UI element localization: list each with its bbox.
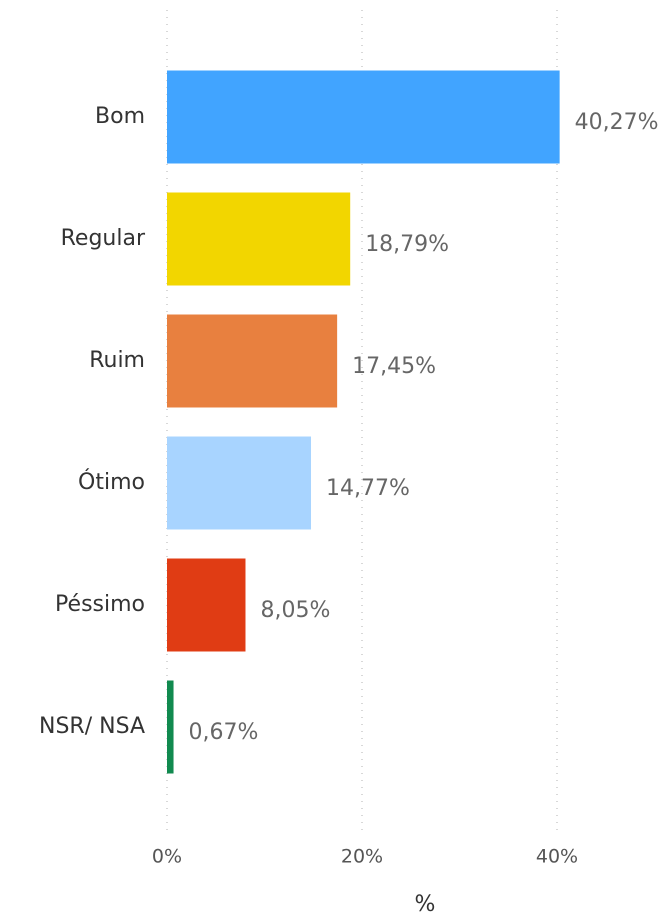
y-tick-label: Regular <box>61 226 146 251</box>
value-label: 17,45% <box>352 354 436 379</box>
bar <box>167 192 351 286</box>
x-axis-label: % <box>415 892 436 917</box>
bar <box>167 436 312 530</box>
value-label: 8,05% <box>260 598 330 623</box>
x-tick-label: 20% <box>341 846 383 868</box>
bar <box>167 70 560 164</box>
y-tick-label: Ruim <box>89 348 145 373</box>
y-tick-label: Ótimo <box>78 469 145 495</box>
x-tick-label: 40% <box>536 846 578 868</box>
value-label: 18,79% <box>365 232 449 257</box>
y-tick-label: Péssimo <box>55 592 145 617</box>
value-label: 14,77% <box>326 476 410 501</box>
x-tick-label: 0% <box>152 846 182 868</box>
bar <box>167 680 174 774</box>
y-tick-label: Bom <box>95 104 145 129</box>
value-label: 0,67% <box>189 720 259 745</box>
bar <box>167 558 246 652</box>
bar <box>167 314 338 408</box>
value-label: 40,27% <box>575 110 659 135</box>
y-tick-label: NSR/ NSA <box>39 714 145 739</box>
